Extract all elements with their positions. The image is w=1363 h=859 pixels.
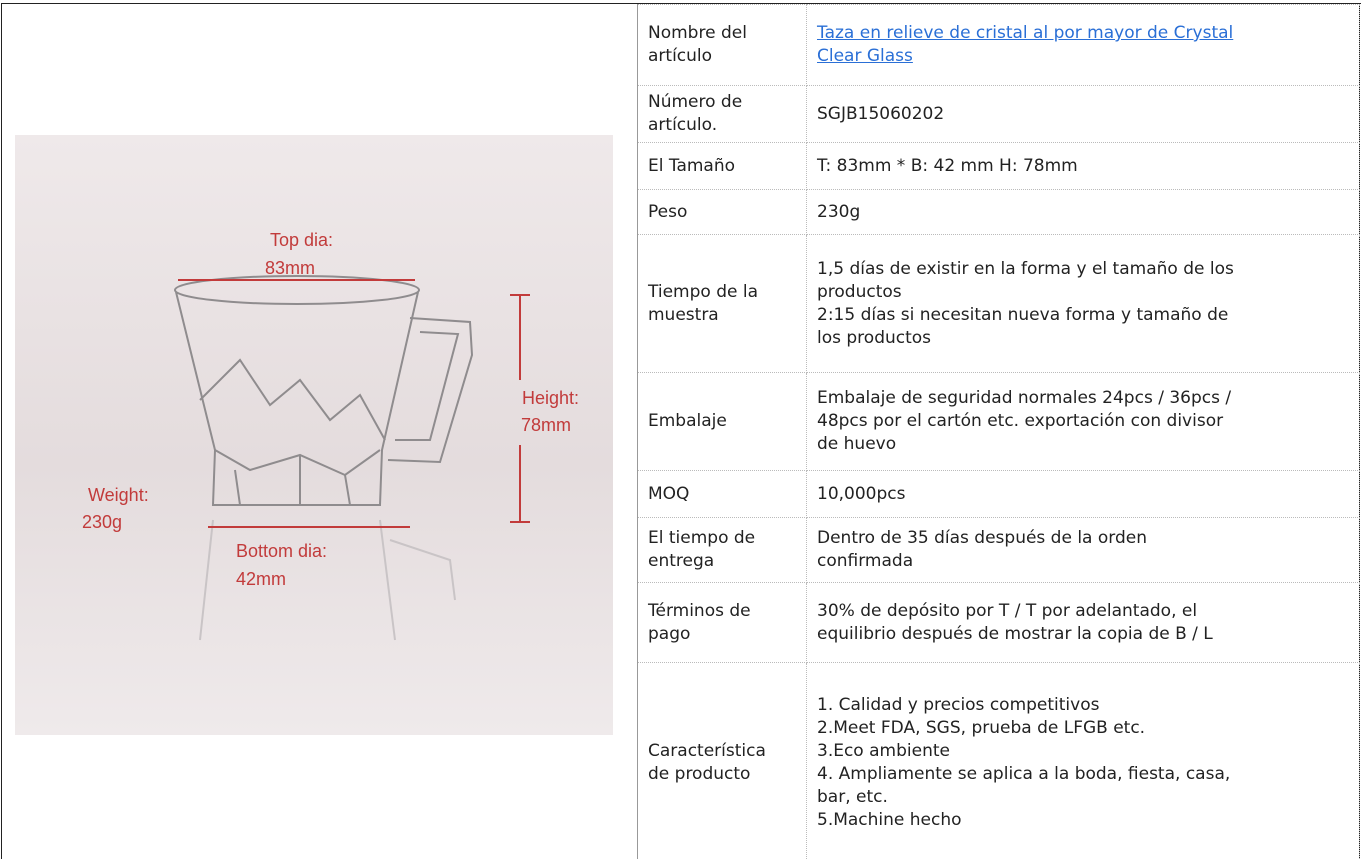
row-value: 30% de depósito por T / T por adelantado… <box>806 582 1360 663</box>
row-value: Dentro de 35 días después de la orden con… <box>806 517 1360 583</box>
table-row: Tiempo de la muestra 1,5 días de existir e… <box>637 234 1360 373</box>
row-value: SGJB15060202 <box>806 85 1360 143</box>
annotation: 83mm <box>265 258 315 278</box>
label-line: pago <box>648 623 691 644</box>
label-line: artículo. <box>648 115 718 135</box>
table-row: Número de artículo. SGJB15060202 <box>637 85 1360 143</box>
value-line: T: 83mm * B: 42 mm H: 78mm <box>817 155 1078 176</box>
row-value: 10,000pcs <box>806 470 1360 518</box>
photo-bg <box>15 135 613 735</box>
label-line: Nombre del <box>648 23 747 43</box>
table-row: El Tamaño T: 83mm * B: 42 mm H: 78mm <box>637 142 1360 190</box>
value-line: 1. Calidad y precios competitivos <box>817 694 1100 715</box>
value-line: 2.Meet FDA, SGS, prueba de LFGB etc. <box>817 717 1146 738</box>
row-value: 1,5 días de existir en la forma y el tam… <box>806 234 1360 373</box>
value-line: confirmada <box>817 551 914 571</box>
annotation: 230g <box>82 512 122 532</box>
dimension-lines <box>178 279 530 528</box>
value-line: 5.Machine hecho <box>817 809 962 830</box>
table-row: MOQ 10,000pcs <box>637 470 1360 518</box>
label-line: Términos de <box>648 600 751 621</box>
value-line: 10,000pcs <box>817 483 906 504</box>
label-line: Característica <box>648 740 766 761</box>
label-line: muestra <box>648 304 719 325</box>
label-line: entrega <box>648 551 715 571</box>
table-row: Nombre del artículo Taza en relieve de cri… <box>637 4 1360 86</box>
row-label: Embalaje <box>637 372 807 471</box>
product-image: Top dia: 83mm Height: 78mm Weight: 230g Bottom… <box>15 135 613 735</box>
value-line: de huevo <box>817 434 897 454</box>
spec-table: Nombre del artículo Taza en relieve de cri… <box>637 4 1360 859</box>
row-value: Taza en relieve de cristal al por mayor … <box>806 4 1360 86</box>
row-value: Embalaje de seguridad normales 24pcs / 3… <box>806 372 1360 471</box>
label-line: Tiempo de la <box>648 281 758 302</box>
value-line: los productos <box>817 327 932 348</box>
value-line: 48pcs por el cartón etc. exportación con… <box>817 411 1224 431</box>
annotation: Bottom dia: <box>236 541 327 561</box>
label-line: Embalaje <box>648 411 727 431</box>
value-line: 30% de depósito por T / T por adelantado… <box>817 600 1198 621</box>
cup <box>174 275 474 506</box>
border <box>1 3 2 859</box>
value-line: 4. Ampliamente se aplica a la boda, fies… <box>817 763 1231 784</box>
row-label: El tiempo de entrega <box>637 517 807 583</box>
label-line: El Tamaño <box>648 155 736 176</box>
table-row: Embalaje Embalaje de seguridad normales 2… <box>637 372 1360 471</box>
value-line: 3.Eco ambiente <box>817 740 950 761</box>
value-line: Embalaje de seguridad normales 24pcs / 3… <box>817 388 1232 408</box>
annotation: 78mm <box>521 415 571 435</box>
value-line[interactable]: Clear Glass <box>817 46 913 66</box>
value-line: 230g <box>817 201 861 222</box>
row-label: Número de artículo. <box>637 85 807 143</box>
row-label: El Tamaño <box>637 142 807 190</box>
table-row: Peso 230g <box>637 189 1360 235</box>
border <box>1 3 1361 4</box>
reflection <box>199 519 456 641</box>
row-label: Tiempo de la muestra <box>637 234 807 373</box>
annotation: Weight: <box>88 485 149 505</box>
table-row: El tiempo de entrega Dentro de 35 días des… <box>637 517 1360 583</box>
row-value: 1. Calidad y precios competitivos 2.Meet … <box>806 662 1360 859</box>
value-line: productos <box>817 281 902 302</box>
row-label: Característica de producto <box>637 662 807 859</box>
label-line: MOQ <box>648 483 690 504</box>
annotation: Top dia: <box>270 230 333 250</box>
annotation: Height: <box>522 388 579 408</box>
value-line: equilibrio después de mostrar la copia d… <box>817 623 1213 644</box>
label-line: Número de <box>648 92 743 112</box>
row-label: Peso <box>637 189 807 235</box>
value-line: SGJB15060202 <box>817 103 945 124</box>
product-link[interactable]: Taza en relieve de cristal al por mayor … <box>817 23 1233 66</box>
row-label: Términos de pago <box>637 582 807 663</box>
label-line: Peso <box>648 201 688 222</box>
value-line: 1,5 días de existir en la forma y el tam… <box>817 258 1234 279</box>
value-line[interactable]: Taza en relieve de cristal al por mayor … <box>817 23 1234 43</box>
label-line: El tiempo de <box>648 528 756 548</box>
row-value: T: 83mm * B: 42 mm H: 78mm <box>806 142 1360 190</box>
label-line: artículo <box>648 46 713 66</box>
value-line: bar, etc. <box>817 786 888 807</box>
border <box>1359 3 1360 859</box>
row-label: MOQ <box>637 470 807 518</box>
table-row: Términos de pago 30% de depósito por T / T… <box>637 582 1360 663</box>
label-line: de producto <box>648 763 751 784</box>
value-line: 2:15 días si necesitan nueva forma y tam… <box>817 304 1229 325</box>
row-label: Nombre del artículo <box>637 4 807 86</box>
table-row: Característica de producto 1. Calidad y pr… <box>637 662 1360 859</box>
annotation: 42mm <box>236 569 286 589</box>
row-value: 230g <box>806 189 1360 235</box>
value-line: Dentro de 35 días después de la orden <box>817 528 1147 548</box>
